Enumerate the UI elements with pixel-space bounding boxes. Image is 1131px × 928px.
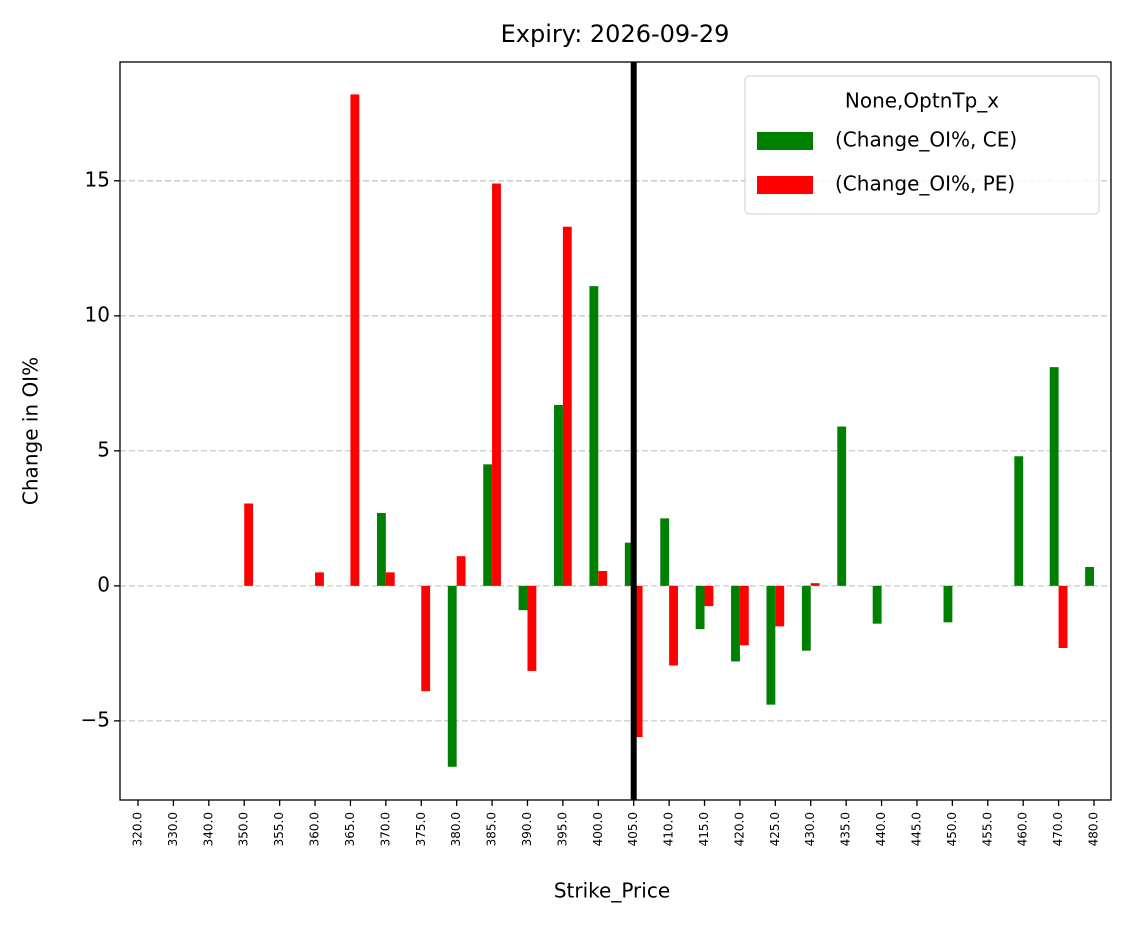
bar — [377, 512, 386, 586]
bar — [695, 585, 705, 630]
bar — [447, 585, 457, 767]
y-tick-label: 10 — [85, 302, 110, 326]
x-tick-label: 380.0 — [449, 812, 463, 846]
bar — [669, 585, 678, 666]
x-tick-label: 450.0 — [945, 812, 959, 846]
x-tick-label: 480.0 — [1087, 812, 1101, 846]
bar — [739, 585, 749, 646]
bar — [731, 585, 740, 662]
bar — [1049, 367, 1059, 586]
bar — [1058, 585, 1068, 648]
bar — [350, 94, 360, 586]
x-tick-label: 350.0 — [237, 812, 251, 846]
bar — [810, 583, 820, 586]
bar — [633, 585, 643, 738]
bar — [872, 585, 882, 624]
x-tick-label: 455.0 — [980, 812, 994, 846]
legend-swatch — [757, 176, 813, 194]
bar — [244, 503, 254, 586]
x-tick-label: 445.0 — [909, 812, 923, 846]
x-tick-label: 355.0 — [272, 812, 286, 846]
x-tick-label: 340.0 — [201, 812, 215, 846]
bar — [492, 183, 501, 586]
x-tick-label: 440.0 — [874, 812, 888, 846]
bar — [766, 585, 776, 705]
legend-box — [744, 75, 1100, 215]
x-tick-label: 395.0 — [555, 812, 569, 846]
bar — [801, 585, 811, 651]
chart-title: Expiry: 2026-09-29 — [501, 20, 730, 48]
x-tick-label: 385.0 — [485, 812, 499, 846]
legend-label: (Change_OI%, PE) — [835, 172, 1015, 196]
bar — [385, 572, 395, 586]
x-tick-label: 410.0 — [662, 812, 676, 846]
bar — [315, 572, 324, 586]
bar — [943, 585, 953, 623]
x-tick-label: 375.0 — [414, 812, 428, 846]
bar — [704, 585, 714, 607]
x-tick-label: 400.0 — [591, 812, 605, 846]
x-tick-label: 320.0 — [131, 812, 145, 846]
x-tick-label: 425.0 — [768, 812, 782, 846]
legend: None,OptnTp_x (Change_OI%, CE) (Change_OI%… — [744, 75, 1100, 215]
y-tick-label: 5 — [97, 437, 110, 461]
x-tick-label: 435.0 — [839, 812, 853, 846]
x-tick-label: 420.0 — [732, 812, 746, 846]
plot-frame — [119, 61, 1112, 801]
x-tick-label: 390.0 — [520, 812, 534, 846]
legend-swatch — [757, 132, 813, 150]
x-tick-label: 360.0 — [308, 812, 322, 846]
y-tick-label: 0 — [97, 572, 110, 596]
y-tick-label: 15 — [85, 167, 110, 191]
bar — [483, 464, 493, 586]
x-tick-label: 430.0 — [803, 812, 817, 846]
x-tick-label: 365.0 — [343, 812, 357, 846]
y-axis-label: Change in OI% — [19, 357, 43, 505]
bar — [554, 404, 563, 586]
bar — [562, 226, 572, 586]
bar — [589, 286, 599, 586]
x-tick-label: 330.0 — [166, 812, 180, 846]
x-tick-label: 415.0 — [697, 812, 711, 846]
bar — [518, 585, 528, 611]
bar — [1014, 456, 1024, 586]
x-axis-label: Strike_Price — [554, 879, 670, 903]
x-tick-label: 370.0 — [378, 812, 392, 846]
bar — [660, 518, 670, 586]
legend-label: (Change_OI%, CE) — [835, 128, 1017, 152]
x-tick-label: 470.0 — [1051, 812, 1065, 846]
bar — [837, 426, 847, 586]
x-tick-label: 405.0 — [626, 812, 640, 846]
bar — [598, 571, 608, 586]
legend-title: None,OptnTp_x — [845, 89, 999, 113]
bar — [775, 585, 785, 627]
y-tick-label: −5 — [81, 707, 110, 731]
bar — [624, 542, 634, 586]
x-tick-label: 460.0 — [1016, 812, 1030, 846]
bar — [456, 556, 466, 586]
bar — [527, 585, 537, 671]
bar — [1085, 566, 1094, 586]
bar — [421, 585, 431, 692]
